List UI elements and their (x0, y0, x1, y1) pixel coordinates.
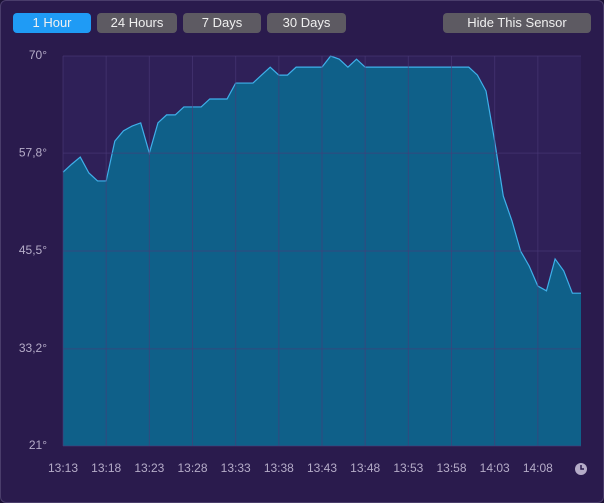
x-tick-label: 13:43 (307, 461, 337, 475)
x-tick-label: 13:23 (134, 461, 164, 475)
x-tick-label: 13:58 (436, 461, 466, 475)
tab-button[interactable]: 1 Hour (13, 13, 91, 33)
x-tick-label: 13:28 (177, 461, 207, 475)
y-tick-label: 57,8° (19, 145, 47, 159)
y-tick-label: 33,2° (19, 341, 47, 355)
x-tick-label: 14:03 (480, 461, 510, 475)
x-tick-label: 13:53 (393, 461, 423, 475)
x-tick-label: 13:33 (221, 461, 251, 475)
y-tick-label: 21° (29, 438, 47, 452)
x-tick-label: 13:48 (350, 461, 380, 475)
hide-sensor-button[interactable]: Hide This Sensor (443, 13, 591, 33)
x-tick-label: 14:08 (523, 461, 553, 475)
x-tick-label: 13:18 (91, 461, 121, 475)
clock-icon (575, 463, 587, 475)
x-tick-label: 13:38 (264, 461, 294, 475)
tab-button[interactable]: 7 Days (183, 13, 261, 33)
y-tick-label: 70° (29, 48, 47, 62)
tab-button[interactable]: 30 Days (267, 13, 346, 33)
tab-button[interactable]: 24 Hours (97, 13, 177, 33)
x-tick-label: 13:13 (48, 461, 78, 475)
y-tick-label: 45,5° (19, 243, 47, 257)
